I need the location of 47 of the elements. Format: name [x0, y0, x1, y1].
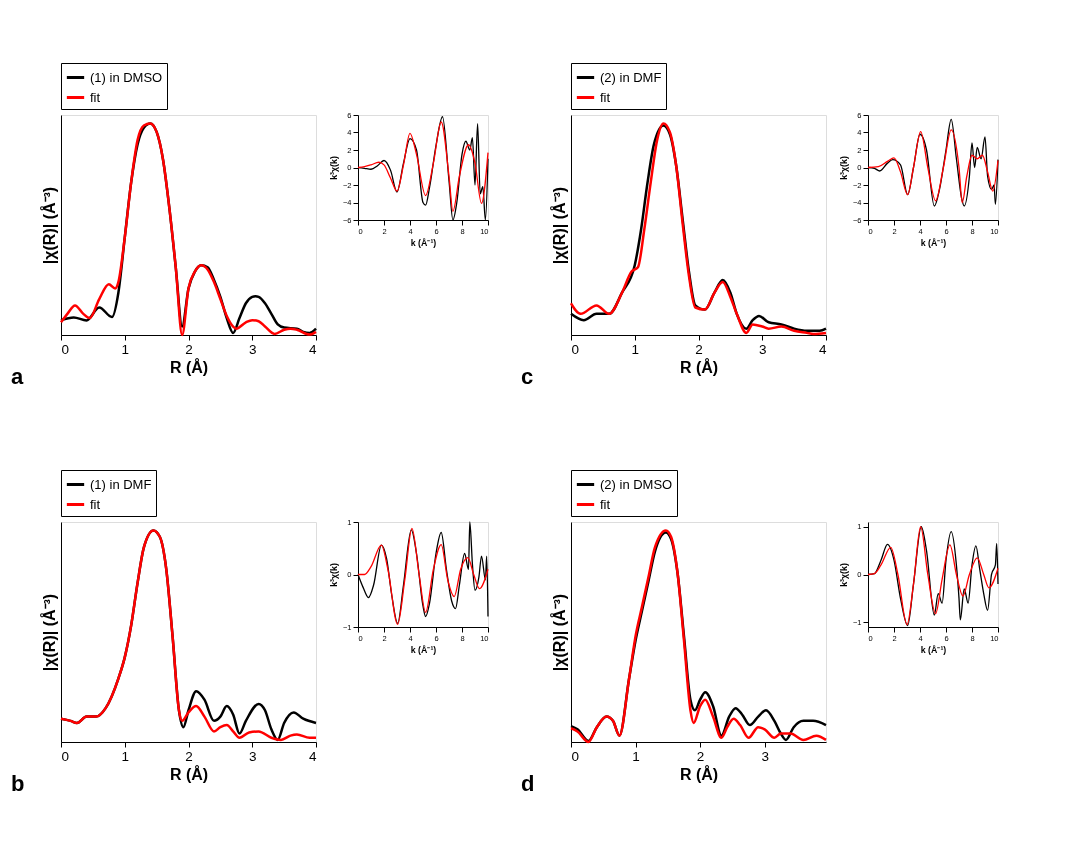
y-axis-title: |χ(R)| (Å⁻³) [549, 593, 568, 672]
legend-label: (2) in DMF [600, 69, 662, 85]
x-tick-label: 0 [61, 341, 70, 357]
x-tick-label: 2 [185, 748, 193, 764]
y-axis-title: k³χ(k) [838, 563, 849, 587]
x-tick-label: 1 [121, 748, 130, 764]
x-axis-title: k (Å⁻¹) [920, 238, 947, 248]
x-tick-label: 3 [758, 341, 767, 357]
y-axis-title: |χ(R)| (Å⁻³) [39, 593, 58, 672]
x-tick-label: 1 [121, 341, 130, 357]
text: d [521, 771, 535, 796]
legend-label: fit [600, 89, 611, 105]
y-axis-title: k³χ(k) [838, 156, 849, 180]
x-tick-label: 3 [248, 341, 257, 357]
y-axis-title: k³χ(k) [328, 156, 339, 180]
x-tick-label: 4 [308, 748, 317, 764]
x-tick-label: 4 [818, 341, 827, 357]
y-axis-title: |χ(R)| (Å⁻³) [39, 186, 58, 265]
x-tick-label: 3 [248, 748, 257, 764]
x-tick-label: 1 [631, 341, 640, 357]
x-axis-title: R (Å) [679, 358, 719, 376]
x-axis-title: R (Å) [169, 765, 209, 783]
legend-label: (1) in DMF [90, 476, 152, 492]
x-tick-label: 1 [632, 748, 640, 764]
y-axis-title: k³χ(k) [328, 563, 339, 587]
x-tick-label: 2 [185, 341, 193, 357]
legend-label: (2) in DMSO [600, 476, 673, 492]
x-tick-label: 0 [61, 748, 70, 764]
x-axis-title: R (Å) [169, 358, 209, 376]
x-tick-label: 0 [571, 748, 580, 764]
x-tick-label: 3 [761, 748, 769, 764]
x-tick-label: 0 [571, 341, 580, 357]
legend-label: (1) in DMSO [90, 69, 163, 85]
x-axis-title: k (Å⁻¹) [410, 238, 437, 248]
text: c [521, 364, 534, 389]
text: a [11, 364, 24, 389]
text: b [11, 771, 25, 796]
legend-label: fit [90, 89, 101, 105]
x-axis-title: R (Å) [679, 765, 719, 783]
x-axis-title: k (Å⁻¹) [920, 645, 947, 655]
y-axis-title: |χ(R)| (Å⁻³) [549, 186, 568, 265]
legend-label: fit [600, 496, 611, 512]
x-tick-label: 4 [308, 341, 317, 357]
legend-label: fit [90, 496, 101, 512]
x-tick-label: 2 [696, 748, 705, 764]
x-tick-label: 2 [695, 341, 703, 357]
x-axis-title: k (Å⁻¹) [410, 645, 437, 655]
